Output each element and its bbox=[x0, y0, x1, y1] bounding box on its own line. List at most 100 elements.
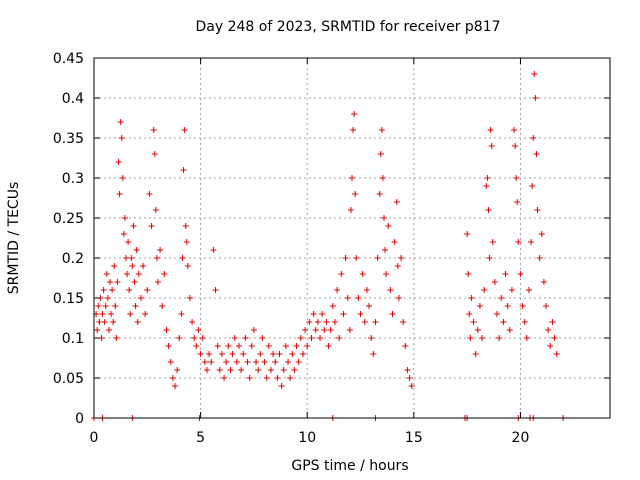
data-point bbox=[534, 207, 541, 213]
data-point bbox=[479, 335, 486, 341]
data-point bbox=[484, 175, 491, 181]
data-point bbox=[466, 311, 473, 317]
x-tick-label: 20 bbox=[512, 430, 530, 446]
data-point bbox=[174, 367, 181, 373]
data-point bbox=[340, 311, 347, 317]
data-point bbox=[519, 303, 526, 309]
data-point bbox=[515, 239, 522, 245]
grid-layer bbox=[94, 58, 610, 418]
data-point bbox=[227, 367, 234, 373]
data-point bbox=[119, 175, 126, 181]
data-point bbox=[95, 303, 102, 309]
x-tick-label: 5 bbox=[196, 430, 205, 446]
data-point bbox=[321, 327, 328, 333]
data-point bbox=[201, 359, 208, 365]
data-point bbox=[135, 271, 142, 277]
data-point bbox=[110, 319, 117, 325]
y-tick-label: 0.05 bbox=[53, 371, 84, 387]
data-point bbox=[474, 327, 481, 333]
data-point bbox=[504, 303, 511, 309]
data-point bbox=[306, 319, 313, 325]
data-point bbox=[197, 351, 204, 357]
data-point bbox=[394, 263, 401, 269]
data-point bbox=[486, 255, 493, 261]
data-point bbox=[129, 263, 136, 269]
data-point bbox=[353, 255, 360, 261]
data-point bbox=[246, 375, 253, 381]
data-point bbox=[314, 319, 321, 325]
data-point bbox=[272, 359, 279, 365]
data-point bbox=[140, 263, 147, 269]
data-point bbox=[508, 287, 515, 293]
data-point bbox=[100, 287, 107, 293]
y-tick-label: 0 bbox=[75, 411, 84, 427]
y-tick-label: 0.4 bbox=[62, 91, 84, 107]
data-point bbox=[244, 359, 251, 365]
data-point bbox=[159, 303, 166, 309]
data-point bbox=[127, 311, 134, 317]
data-point bbox=[276, 351, 283, 357]
data-point bbox=[514, 199, 521, 205]
data-point bbox=[383, 271, 390, 277]
data-point bbox=[108, 311, 115, 317]
ticks-layer: 0 0.05 0.1 0.15 0.2 0.25 0.3 0.35 0.4 0.45 0 5 10 15 2… bbox=[53, 51, 610, 446]
data-point bbox=[338, 271, 345, 277]
data-point bbox=[545, 327, 552, 333]
data-point bbox=[248, 343, 255, 349]
data-point bbox=[113, 335, 120, 341]
data-point bbox=[221, 375, 228, 381]
data-point bbox=[96, 319, 103, 325]
data-point bbox=[118, 135, 125, 141]
data-point bbox=[525, 287, 532, 293]
data-point bbox=[231, 335, 238, 341]
data-point bbox=[274, 375, 281, 381]
y-axis-label: SRMTID / TECUs bbox=[6, 182, 22, 295]
data-point bbox=[551, 335, 558, 341]
data-point bbox=[259, 335, 266, 341]
data-point bbox=[278, 383, 285, 389]
data-point bbox=[382, 247, 389, 253]
x-axis-label: GPS time / hours bbox=[291, 458, 408, 474]
data-point bbox=[289, 351, 296, 357]
data-point bbox=[225, 343, 232, 349]
data-point bbox=[130, 223, 137, 229]
data-point bbox=[218, 351, 225, 357]
data-point bbox=[240, 351, 247, 357]
data-point bbox=[253, 359, 260, 365]
data-point bbox=[547, 343, 554, 349]
data-point bbox=[109, 287, 116, 293]
data-point bbox=[229, 351, 236, 357]
data-point bbox=[366, 303, 373, 309]
data-point bbox=[265, 343, 272, 349]
data-point bbox=[99, 311, 106, 317]
data-point bbox=[184, 263, 191, 269]
data-point bbox=[500, 319, 507, 325]
data-point bbox=[131, 279, 138, 285]
data-point bbox=[513, 175, 520, 181]
data-point bbox=[263, 375, 270, 381]
data-point bbox=[496, 335, 503, 341]
data-point bbox=[380, 215, 387, 221]
data-point bbox=[106, 279, 113, 285]
data-point bbox=[351, 111, 358, 117]
data-point bbox=[334, 287, 341, 293]
data-point bbox=[144, 287, 151, 293]
data-point bbox=[395, 295, 402, 301]
data-point bbox=[379, 175, 386, 181]
data-point bbox=[216, 367, 223, 373]
data-point bbox=[308, 335, 315, 341]
data-point bbox=[302, 327, 309, 333]
data-point bbox=[489, 239, 496, 245]
data-point bbox=[538, 231, 545, 237]
data-point bbox=[398, 255, 405, 261]
data-point bbox=[304, 343, 311, 349]
data-point bbox=[104, 295, 111, 301]
data-point bbox=[372, 319, 379, 325]
data-point bbox=[346, 327, 353, 333]
data-point bbox=[122, 255, 129, 261]
plot-frame bbox=[93, 57, 611, 419]
data-point bbox=[464, 231, 471, 237]
data-point bbox=[151, 151, 158, 157]
data-point bbox=[295, 359, 302, 365]
data-point bbox=[223, 359, 230, 365]
